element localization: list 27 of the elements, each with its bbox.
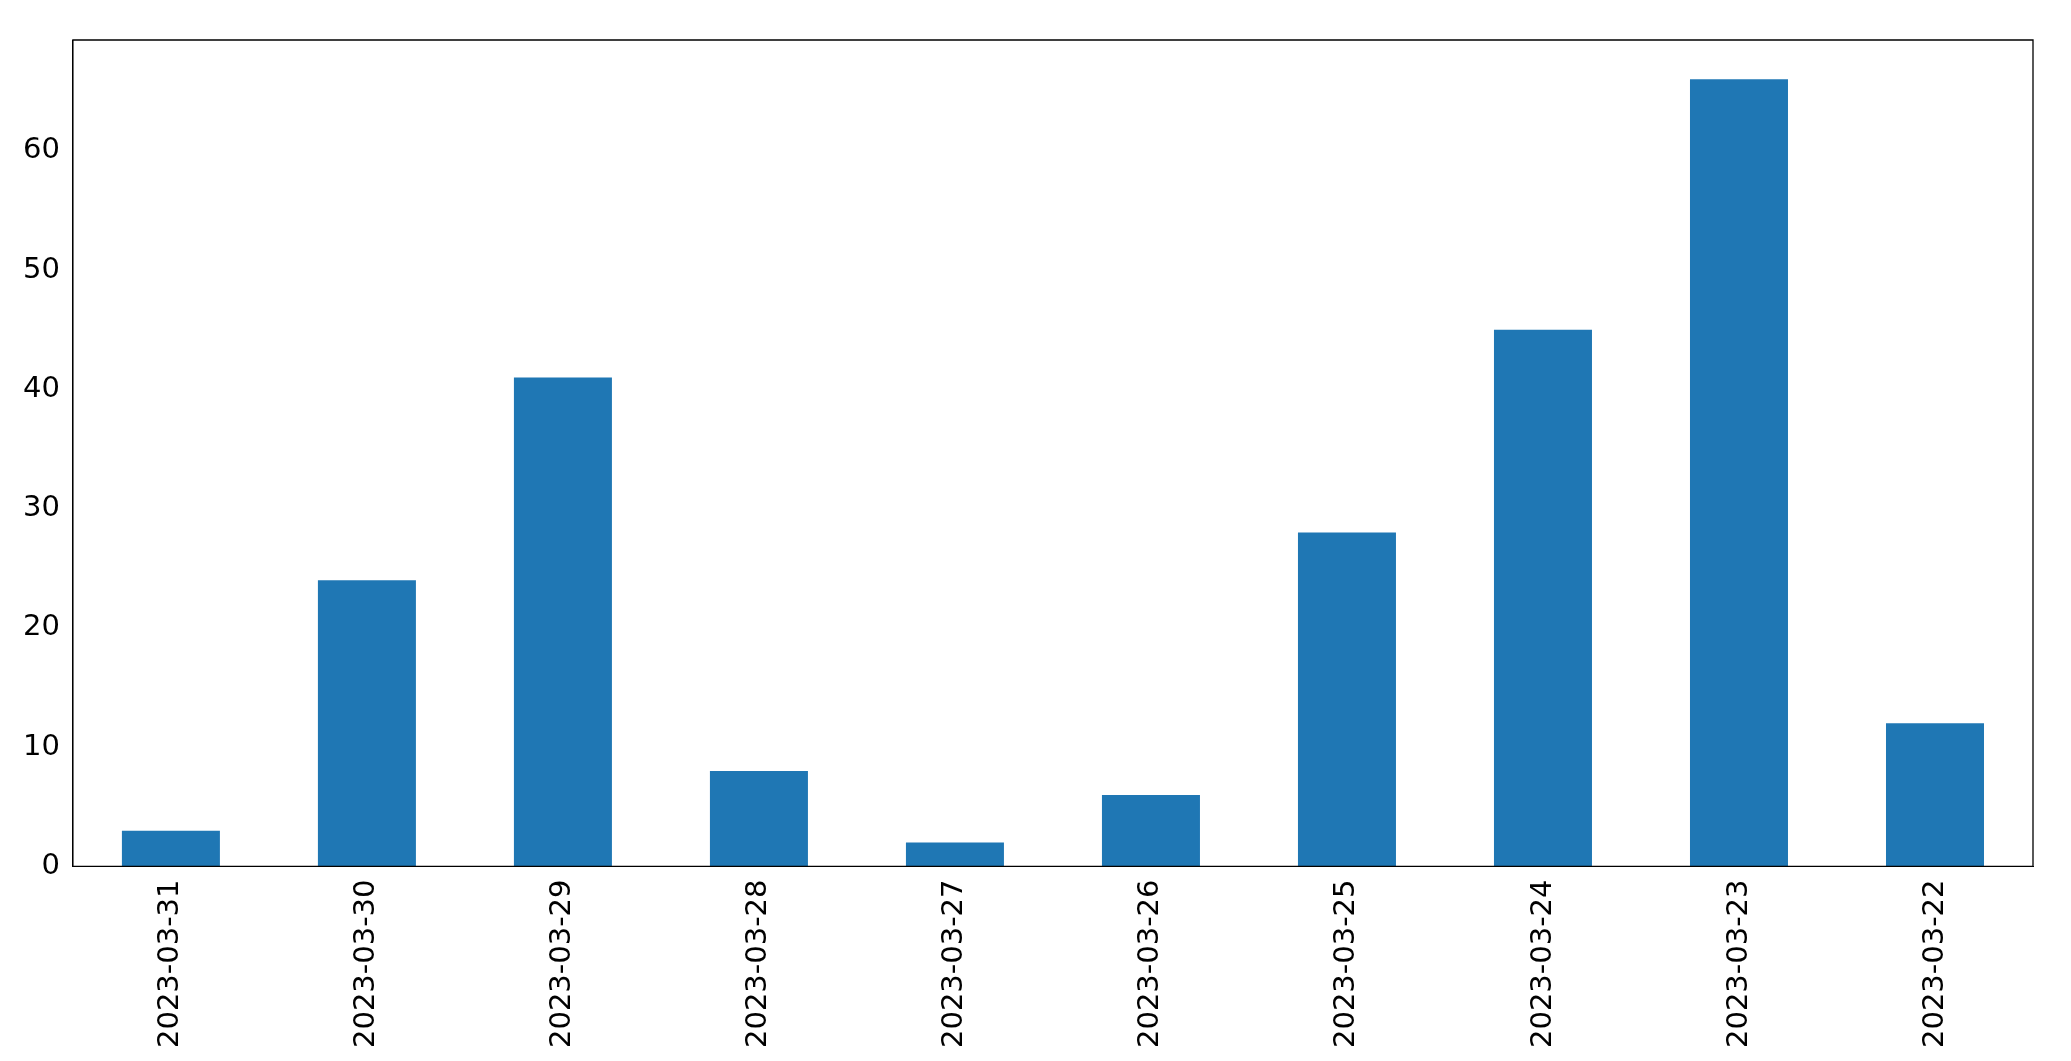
x-tick-label: 2023-03-29 [543,879,578,1049]
x-tick-label: 2023-03-24 [1523,879,1558,1049]
y-tick-label: 50 [23,250,60,285]
x-tick-label: 2023-03-26 [1131,879,1166,1049]
bar [1493,329,1592,867]
y-tick-label: 10 [23,727,60,762]
x-tick-label: 2023-03-31 [151,879,186,1049]
y-tick-label: 0 [41,847,60,881]
bar [513,377,612,867]
x-tick-label: 2023-03-22 [1915,879,1950,1049]
x-tick-label: 2023-03-25 [1327,879,1362,1049]
y-tick-label: 60 [23,131,60,166]
x-tick-label: 2023-03-23 [1719,879,1754,1049]
bar [709,771,808,867]
bar [1297,532,1396,867]
bar [1101,794,1200,867]
x-tick-label: 2023-03-28 [739,879,774,1049]
bar [1689,79,1788,867]
bar [905,842,1004,867]
bar [1885,723,1984,867]
bar [317,580,416,867]
y-tick-label: 30 [23,489,60,524]
x-tick-label: 2023-03-30 [347,879,382,1049]
x-tick-label: 2023-03-27 [935,879,970,1049]
y-tick-label: 20 [23,608,60,643]
bar [121,830,220,867]
y-tick-label: 40 [23,369,60,404]
